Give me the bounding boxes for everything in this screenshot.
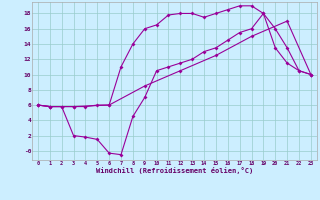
X-axis label: Windchill (Refroidissement éolien,°C): Windchill (Refroidissement éolien,°C) [96,167,253,174]
